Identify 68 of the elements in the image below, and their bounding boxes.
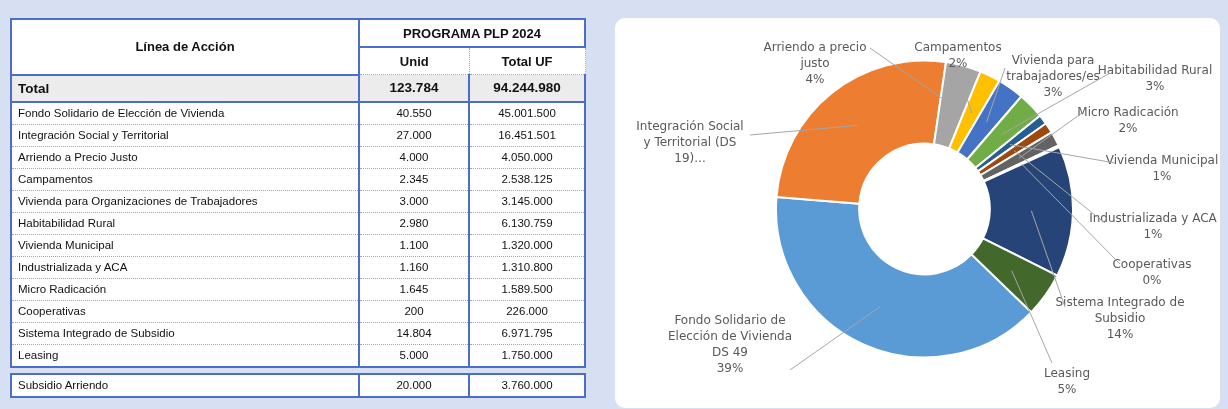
data-label: 2.538.125 [469, 168, 585, 190]
category-label: Fondo Solidario de Elección de Vivienda [11, 101, 359, 124]
data-label: 45.001.500 [469, 101, 585, 124]
category-label: Leasing [11, 344, 359, 367]
data-label: 6.971.795 [469, 322, 585, 344]
data-label: 1.310.800 [469, 256, 585, 278]
category-label: Subsidio Arriendo [11, 373, 359, 397]
slice-label: Vivienda Municipal [1105, 153, 1219, 168]
data-label: 4.000 [359, 146, 469, 168]
category-label: Vivienda Municipal [11, 234, 359, 256]
slice-label: Fondo Solidario de Elección de Vivienda DS 49 [667, 313, 793, 360]
category-label: Habitabilidad Rural [11, 212, 359, 234]
category-label: Arriendo a Precio Justo [11, 146, 359, 168]
data-label: 2% [948, 56, 968, 71]
data-label: 1.645 [359, 278, 469, 300]
data-label: 3.145.000 [469, 190, 585, 212]
series-label: Unid [359, 47, 469, 75]
slice-label: Vivienda para trabajadores/es [1006, 53, 1100, 84]
category-label: Micro Radicación [11, 278, 359, 300]
slice-label: Campamentos [914, 40, 1002, 55]
data-label: 2% [1118, 121, 1138, 136]
data-label: 39% [716, 361, 744, 376]
slice-label: Leasing [1043, 366, 1091, 381]
data-label: 1% [1152, 169, 1172, 184]
category-label: Industrializada y ACA [11, 256, 359, 278]
data-label: 1.160 [359, 256, 469, 278]
data-label: 2.345 [359, 168, 469, 190]
slice-label: Industrializada y ACA [1089, 211, 1218, 226]
data-label: 1.750.000 [469, 344, 585, 367]
text: Línea de Acción [11, 19, 359, 75]
slice-label: Cooperativas [1112, 257, 1192, 272]
slice-label: Sistema Integrado de Subsidio [1055, 295, 1185, 326]
data-label: 1% [1143, 227, 1163, 242]
category-label: Total [11, 74, 359, 102]
data-label: 3% [1145, 79, 1165, 94]
series-label: Total UF [469, 47, 585, 75]
slice-label: Micro Radicación [1077, 105, 1179, 120]
data-label: 3% [1043, 85, 1063, 100]
category-label: Sistema Integrado de Subsidio [11, 322, 359, 344]
slice-label: Integración Social y Territorial (DS 19)... [636, 119, 744, 166]
category-label: Campamentos [11, 168, 359, 190]
category-label: Integración Social y Territorial [11, 124, 359, 146]
text: PROGRAMA PLP 2024 [359, 19, 585, 47]
data-label: 20.000 [359, 373, 469, 397]
data-label: 94.244.980 [469, 74, 585, 102]
data-label: 14% [1106, 327, 1134, 342]
data-label: 3.000 [359, 190, 469, 212]
slice-label: Arriendo a precio justo [763, 40, 867, 71]
data-label: 3.760.000 [469, 373, 585, 397]
data-label: 4% [805, 72, 825, 87]
data-label: 5% [1057, 382, 1077, 397]
category-label: Cooperativas [11, 300, 359, 322]
data-label: 14.804 [359, 322, 469, 344]
data-label: 1.320.000 [469, 234, 585, 256]
data-label: 226.000 [469, 300, 585, 322]
data-label: 123.784 [359, 74, 469, 102]
data-label: 27.000 [359, 124, 469, 146]
data-label: 2.980 [359, 212, 469, 234]
data-label: 5.000 [359, 344, 469, 367]
data-label: 1.100 [359, 234, 469, 256]
data-label: 16.451.501 [469, 124, 585, 146]
data-label: 6.130.759 [469, 212, 585, 234]
data-label: 4.050.000 [469, 146, 585, 168]
data-label: 200 [359, 300, 469, 322]
data-label: 40.550 [359, 101, 469, 124]
data-label: 1.589.500 [469, 278, 585, 300]
category-label: Vivienda para Organizaciones de Trabajadores [11, 190, 359, 212]
data-label: 0% [1142, 273, 1162, 288]
